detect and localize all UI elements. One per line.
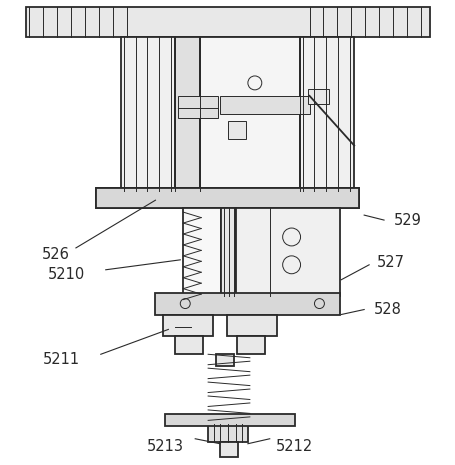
Bar <box>237 336 264 354</box>
Bar <box>155 292 339 314</box>
Bar <box>183 208 221 296</box>
Text: 5211: 5211 <box>42 352 80 367</box>
Bar <box>227 314 276 336</box>
Bar <box>165 414 294 426</box>
Bar <box>175 37 200 191</box>
Text: 5210: 5210 <box>47 267 85 282</box>
Bar <box>200 37 299 191</box>
Bar <box>220 442 238 457</box>
Text: 5212: 5212 <box>275 439 313 454</box>
Bar <box>121 37 175 191</box>
Text: 529: 529 <box>393 213 421 227</box>
Bar <box>96 188 359 208</box>
Bar <box>299 37 354 191</box>
Bar <box>175 336 203 354</box>
Bar <box>235 208 339 296</box>
Text: 5213: 5213 <box>147 439 183 454</box>
Bar <box>220 96 309 114</box>
Bar <box>26 7 429 37</box>
Bar <box>178 96 217 118</box>
Bar <box>207 424 248 442</box>
Bar <box>307 89 329 104</box>
Text: 526: 526 <box>42 247 70 262</box>
Text: 528: 528 <box>373 302 401 317</box>
Bar <box>221 208 235 296</box>
Bar <box>228 121 245 139</box>
Bar <box>163 314 212 336</box>
Bar <box>96 188 359 208</box>
Text: 527: 527 <box>376 255 404 270</box>
Bar <box>216 354 233 366</box>
